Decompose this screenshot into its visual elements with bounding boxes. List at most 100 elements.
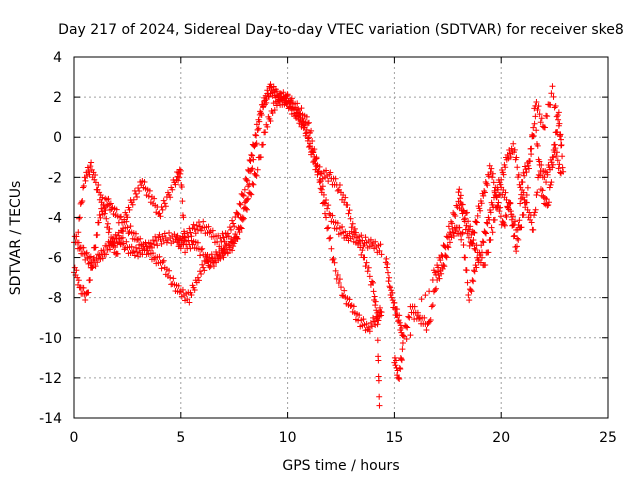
data-point: [401, 333, 408, 340]
data-point: [189, 241, 196, 248]
data-point: [510, 233, 517, 240]
data-point: [260, 104, 267, 111]
data-point: [458, 230, 465, 237]
data-point: [464, 230, 471, 237]
data-point: [276, 98, 283, 105]
data-point: [386, 274, 393, 281]
data-point: [429, 302, 436, 309]
data-point: [103, 251, 110, 258]
y-tick-label: -4: [48, 210, 62, 226]
data-point: [151, 255, 158, 262]
data-point: [508, 211, 515, 218]
data-point: [238, 215, 245, 222]
data-point: [151, 195, 158, 202]
data-point: [501, 222, 508, 229]
data-point: [216, 252, 223, 259]
data-point: [336, 182, 343, 189]
data-point: [177, 167, 184, 174]
data-point: [135, 184, 142, 191]
data-point: [550, 93, 557, 100]
data-point: [541, 174, 548, 181]
data-point: [463, 267, 470, 274]
data-point: [544, 171, 551, 178]
data-point: [422, 292, 429, 299]
data-point: [460, 207, 467, 214]
data-point: [451, 211, 458, 218]
data-point: [403, 323, 410, 330]
data-point: [515, 171, 522, 178]
data-point: [240, 205, 247, 212]
data-point: [229, 239, 236, 246]
data-point: [378, 251, 385, 258]
data-point: [470, 229, 477, 236]
data-point: [270, 83, 277, 90]
data-point: [201, 267, 208, 274]
data-point: [241, 186, 248, 193]
data-point: [345, 210, 352, 217]
data-point: [334, 220, 341, 227]
data-point: [339, 223, 346, 230]
data-point: [373, 307, 380, 314]
data-point: [301, 121, 308, 128]
data-point: [194, 274, 201, 281]
data-point: [468, 288, 475, 295]
data-point: [162, 203, 169, 210]
data-point: [553, 113, 560, 120]
data-point: [514, 164, 521, 171]
data-point: [328, 245, 335, 252]
data-point: [123, 238, 130, 245]
data-point: [355, 317, 362, 324]
data-point: [303, 126, 310, 133]
x-tick-label: 10: [279, 430, 297, 446]
data-point: [398, 324, 405, 331]
data-point: [154, 242, 161, 249]
data-point: [515, 236, 522, 243]
data-point: [273, 102, 280, 109]
data-point: [309, 145, 316, 152]
data-point: [199, 261, 206, 268]
data-point: [470, 278, 477, 285]
data-point: [555, 165, 562, 172]
data-point: [471, 245, 478, 252]
data-point: [469, 277, 476, 284]
data-point: [156, 210, 163, 217]
data-point: [474, 212, 481, 219]
data-point: [247, 158, 254, 165]
data-point: [116, 214, 123, 221]
data-point: [194, 239, 201, 246]
data-point: [493, 193, 500, 200]
data-point: [178, 184, 185, 191]
y-tick-label: -12: [39, 371, 62, 387]
data-point: [398, 356, 405, 363]
data-point: [269, 110, 276, 117]
data-point: [288, 95, 295, 102]
data-point: [373, 315, 380, 322]
data-point: [371, 293, 378, 300]
data-point: [363, 320, 370, 327]
data-point: [387, 284, 394, 291]
data-point: [237, 201, 244, 208]
data-point: [229, 217, 236, 224]
data-point: [94, 259, 101, 266]
data-point: [396, 364, 403, 371]
data-point: [195, 219, 202, 226]
data-point: [537, 172, 544, 179]
data-point: [509, 222, 516, 229]
data-point: [411, 316, 418, 323]
data-point: [302, 130, 309, 137]
data-point: [152, 233, 159, 240]
data-point: [437, 257, 444, 264]
data-point: [339, 292, 346, 299]
data-point: [515, 221, 522, 228]
data-point: [267, 117, 274, 124]
data-point: [198, 246, 205, 253]
data-point: [526, 158, 533, 165]
data-point: [262, 129, 269, 136]
data-point: [536, 111, 543, 118]
data-point: [498, 176, 505, 183]
data-point: [245, 183, 252, 190]
data-point: [348, 224, 355, 231]
data-point: [428, 303, 435, 310]
data-point: [545, 202, 552, 209]
data-point: [523, 169, 530, 176]
